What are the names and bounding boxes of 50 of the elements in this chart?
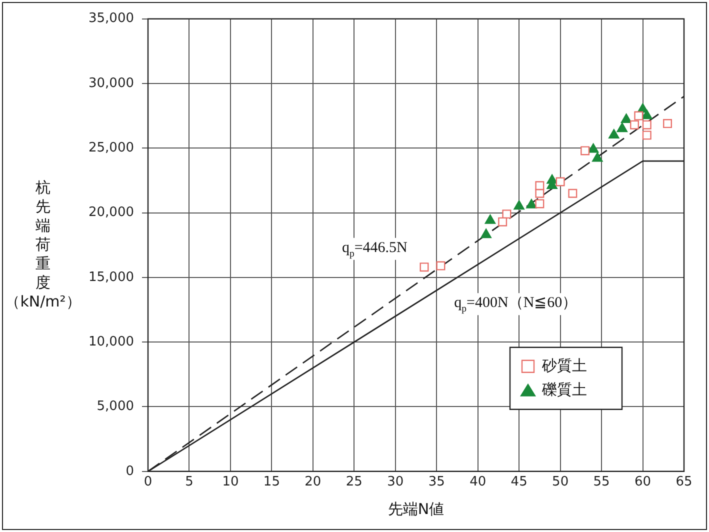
x-tick-label: 65 — [676, 474, 692, 490]
y-tick-label: 15,000 — [88, 270, 134, 285]
y-tick-label: 5,000 — [96, 399, 134, 414]
x-tick-label: 10 — [222, 474, 239, 490]
point — [616, 122, 628, 132]
x-tick-label: 35 — [428, 474, 445, 490]
point — [620, 114, 632, 124]
x-tick-label: 40 — [470, 474, 486, 490]
point — [514, 200, 524, 210]
x-tick-label: 60 — [634, 474, 652, 490]
point — [436, 261, 446, 270]
point — [526, 198, 537, 208]
y-tick-label: 25,000 — [88, 140, 134, 156]
point — [535, 188, 544, 198]
x-tick-label: 5 — [185, 474, 194, 490]
legend-label: 砂質土 — [541, 356, 587, 374]
legend-label: 礫質土 — [541, 380, 587, 398]
point — [535, 199, 544, 208]
y-tick-label: 35,000 — [88, 11, 134, 26]
point — [502, 210, 512, 219]
x-tick-label: 45 — [510, 474, 528, 490]
x-tick-label: 50 — [552, 474, 569, 490]
y-tick-label: 0 — [126, 464, 134, 479]
point — [663, 119, 672, 128]
point — [568, 188, 578, 198]
x-tick-label: 20 — [304, 474, 322, 490]
point — [642, 120, 652, 130]
point — [634, 111, 644, 120]
x-tick-label: 25 — [346, 474, 362, 490]
point — [498, 217, 508, 226]
y-tick-label: 30,000 — [88, 76, 134, 91]
y-axis-title: 杭先端荷重度（kN/m²） — [5, 178, 81, 311]
point — [580, 146, 590, 156]
y-tick-label: 10,000 — [88, 334, 134, 350]
point — [630, 120, 640, 130]
x-tick-label: 0 — [144, 474, 152, 490]
x-axis-title: 先端N値 — [388, 500, 444, 518]
point — [484, 214, 496, 224]
point — [535, 181, 544, 190]
point — [420, 262, 429, 272]
point — [608, 129, 620, 139]
point — [556, 177, 565, 186]
point — [592, 152, 603, 162]
point — [642, 110, 652, 120]
y-tick-label: 20,000 — [88, 205, 134, 220]
point — [480, 228, 492, 238]
x-tick-label: 15 — [263, 474, 280, 490]
point — [642, 130, 652, 140]
x-tick-label: 55 — [593, 474, 610, 490]
x-tick-label: 30 — [387, 474, 404, 490]
